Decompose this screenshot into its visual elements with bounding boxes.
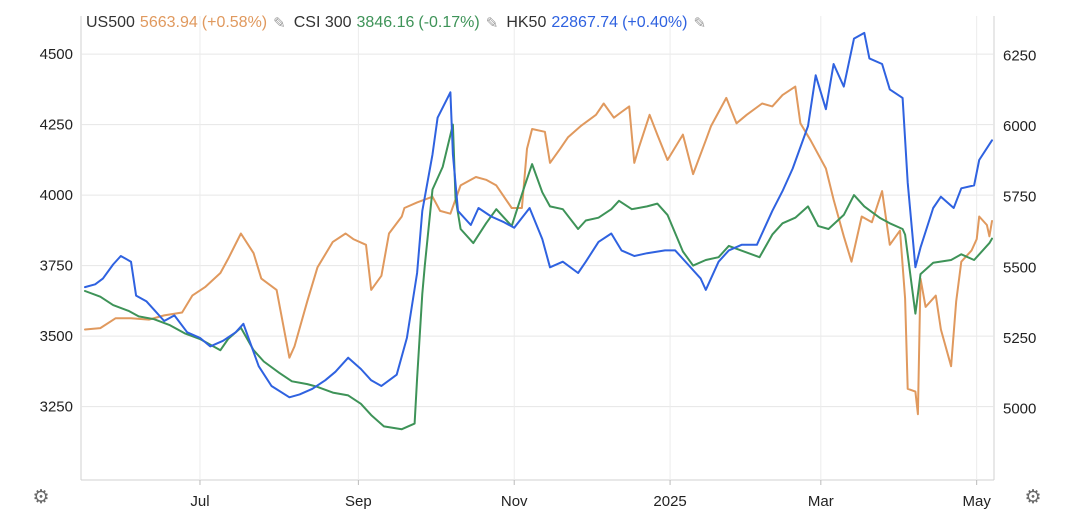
right-tick-label: 5750 <box>1003 189 1036 206</box>
legend-value: 5663.94 <box>139 14 198 31</box>
legend-item-us500: US500 5663.94 (+0.58%) ✎ <box>86 14 286 32</box>
x-tick-label: Jul <box>190 493 209 510</box>
series-layer <box>84 31 993 431</box>
series-line-hk50 <box>84 31 993 399</box>
grid-lines <box>80 16 995 481</box>
x-tick-label: Mar <box>808 493 834 510</box>
x-tick-label: Nov <box>501 493 528 510</box>
legend-change: (+0.58%) <box>201 14 268 31</box>
series-line-us500 <box>84 85 993 416</box>
left-tick-label: 3500 <box>40 328 73 345</box>
pencil-icon[interactable]: ✎ <box>485 15 499 32</box>
chart-legend: US500 5663.94 (+0.58%) ✎ CSI 300 3846.16… <box>86 12 714 34</box>
gear-icon[interactable]: ⚙ <box>1024 487 1042 508</box>
legend-symbol: US500 <box>86 14 135 31</box>
legend-value: 22867.74 <box>551 14 619 31</box>
right-axis: 5000 5250 5500 5750 6000 6250 <box>1003 48 1036 418</box>
left-tick-label: 3250 <box>40 399 73 416</box>
left-axis: 3250 3500 3750 4000 4250 4500 <box>40 46 73 416</box>
gear-icon[interactable]: ⚙ <box>32 487 50 508</box>
x-tick-label: May <box>962 493 991 510</box>
x-axis: Jul Sep Nov 2025 Mar May <box>190 480 991 510</box>
right-tick-label: 5000 <box>1003 401 1036 418</box>
legend-symbol: CSI 300 <box>293 14 352 31</box>
left-tick-label: 3750 <box>40 258 73 275</box>
right-tick-label: 6250 <box>1003 48 1036 65</box>
x-tick-label: 2025 <box>653 493 686 510</box>
legend-change: (-0.17%) <box>418 14 480 31</box>
pencil-icon[interactable]: ✎ <box>693 15 707 32</box>
legend-symbol: HK50 <box>506 14 547 31</box>
x-tick-label: Sep <box>345 493 372 510</box>
left-tick-label: 4000 <box>40 187 73 204</box>
legend-item-csi300: CSI 300 3846.16 (-0.17%) ✎ <box>294 14 499 32</box>
right-tick-label: 5250 <box>1003 330 1036 347</box>
legend-change: (+0.40%) <box>622 14 688 31</box>
series-line-csi300 <box>84 123 993 431</box>
right-tick-label: 6000 <box>1003 118 1036 135</box>
legend-value: 3846.16 <box>356 14 415 31</box>
left-tick-label: 4250 <box>40 117 73 134</box>
legend-item-hk50: HK50 22867.74 (+0.40%) ✎ <box>506 14 706 32</box>
right-tick-label: 5500 <box>1003 259 1036 276</box>
left-tick-label: 4500 <box>40 46 73 63</box>
pencil-icon[interactable]: ✎ <box>273 15 286 32</box>
